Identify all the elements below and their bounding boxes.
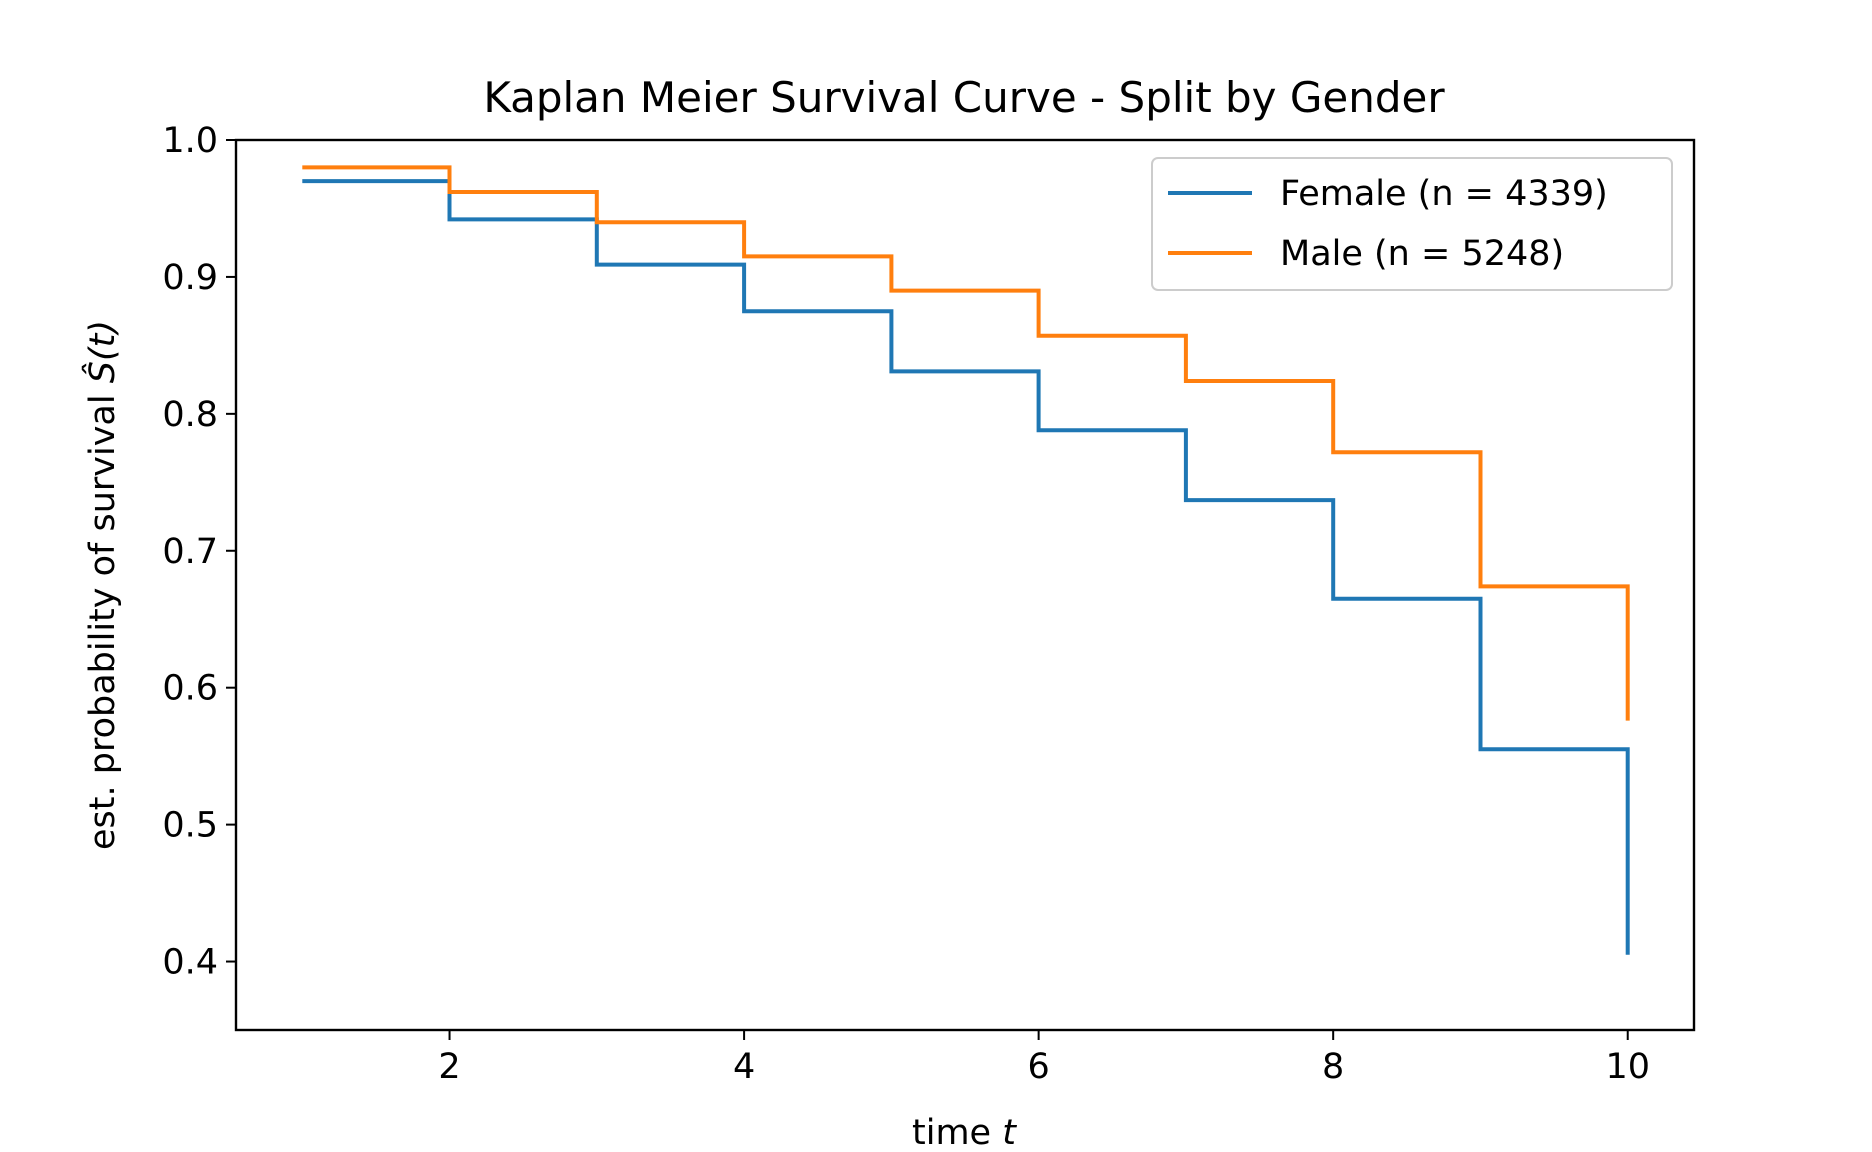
y-axis-label-symbol: Ŝ(t) [81,320,123,383]
x-tick-label: 8 [1322,1047,1344,1087]
x-axis-label: time t [912,1113,1017,1152]
series-layer [302,165,1630,955]
y-tick-label: 0.9 [162,258,218,298]
y-axis: 0.4 0.5 0.6 0.7 0.8 0.9 1.0 [162,121,236,983]
y-tick-label: 1.0 [162,121,218,161]
legend: Female (n = 4339) Male (n = 5248) [1151,157,1673,291]
x-tick-label: 10 [1605,1047,1650,1087]
x-axis-label-variable: t [1002,1113,1017,1152]
y-tick-label: 0.4 [162,943,218,983]
x-axis-label-text: time [912,1113,991,1152]
y-axis-label: est. probability of survival Ŝ(t) [81,320,123,850]
legend-label-female: Female (n = 4339) [1280,174,1608,214]
x-tick-label: 2 [438,1047,460,1087]
x-tick-label: 6 [1027,1047,1049,1087]
series-line-female [302,179,1630,955]
y-tick-label: 0.5 [162,806,218,846]
chart-title: Kaplan Meier Survival Curve - Split by G… [483,73,1445,122]
series-line-male [302,165,1630,721]
x-axis: 2 4 6 8 10 [438,1030,1650,1087]
x-tick-label: 4 [733,1047,755,1087]
legend-box [1151,157,1673,291]
y-axis-label-text: est. probability of survival [83,394,123,850]
y-tick-label: 0.7 [162,532,218,572]
y-tick-label: 0.6 [162,669,218,709]
y-tick-label: 0.8 [162,395,218,435]
plot-frame [234,138,1696,1032]
legend-label-male: Male (n = 5248) [1280,234,1564,274]
